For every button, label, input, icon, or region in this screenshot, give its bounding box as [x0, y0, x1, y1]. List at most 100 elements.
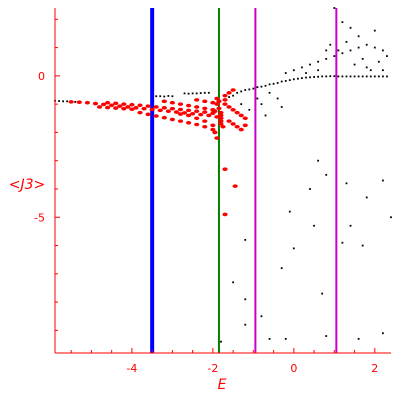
data-point-black: [280, 80, 283, 83]
data-point-black: [260, 315, 263, 318]
y-axis-title: <J3>: [9, 177, 46, 193]
data-point-black: [236, 91, 239, 94]
data-point-red: [100, 102, 107, 107]
data-point-red: [185, 113, 192, 118]
axes: [54, 8, 391, 354]
data-point-red: [125, 105, 131, 109]
data-point-black: [341, 21, 344, 24]
data-point-red: [222, 212, 228, 217]
data-point-red: [218, 119, 224, 123]
data-point-black: [248, 88, 251, 91]
data-point-red: [238, 113, 244, 118]
data-point-red: [214, 136, 220, 140]
data-point-black: [325, 173, 328, 176]
data-point-red: [137, 103, 143, 108]
data-point-red: [113, 101, 119, 106]
data-point-black: [244, 238, 247, 241]
data-point-black: [244, 89, 247, 91]
data-point-red: [212, 130, 218, 135]
data-point-black: [333, 7, 336, 9]
data-point-black: [325, 75, 328, 78]
data-point-black: [377, 60, 380, 63]
data-point-black: [333, 75, 336, 78]
data-point-black: [390, 216, 392, 219]
data-point-red: [157, 108, 163, 113]
data-point-black: [268, 337, 271, 340]
data-point-black: [329, 43, 332, 46]
data-point-black: [369, 75, 372, 78]
data-point-black: [305, 76, 307, 79]
data-point-red: [129, 107, 135, 112]
data-point-red: [153, 114, 159, 118]
data-point-red: [121, 102, 127, 106]
data-point-black: [325, 58, 328, 60]
data-point-black: [341, 75, 344, 78]
data-point-black: [349, 75, 352, 78]
data-point-red: [202, 110, 208, 114]
data-point-black: [232, 281, 235, 284]
data-point-black: [301, 66, 303, 69]
data-point-red: [226, 91, 232, 95]
data-point-red: [185, 121, 192, 125]
data-point-black: [309, 63, 311, 66]
data-point-black: [74, 100, 77, 103]
y-tick-label: 0: [38, 70, 45, 83]
data-point-black: [337, 75, 340, 78]
data-point-black: [191, 92, 194, 95]
data-point-red: [141, 106, 147, 111]
data-point-black: [361, 244, 364, 247]
data-point-black: [373, 46, 376, 49]
data-point-black: [288, 210, 291, 213]
data-point-black: [280, 106, 283, 108]
data-point-black: [248, 108, 251, 111]
data-point-black: [260, 85, 263, 88]
data-point-black: [240, 103, 243, 106]
data-point-red: [218, 122, 224, 126]
data-point-red: [226, 119, 232, 123]
data-point-black: [301, 77, 303, 80]
data-point-red: [161, 99, 167, 104]
data-point-black: [284, 80, 287, 82]
data-point-red: [109, 103, 115, 108]
data-point-red: [185, 103, 192, 108]
data-point-red: [145, 104, 151, 108]
data-point-red: [137, 110, 143, 115]
data-point-black: [272, 82, 275, 85]
data-point-red: [153, 105, 159, 109]
data-point-black: [305, 72, 307, 74]
data-point-red: [202, 119, 208, 123]
data-point-black: [345, 182, 348, 185]
data-point-red: [145, 112, 151, 117]
data-point-red: [202, 106, 208, 111]
data-point-black: [317, 75, 320, 78]
x-tick-label: 2: [371, 362, 378, 375]
data-point-black: [58, 100, 60, 102]
data-point-black: [288, 79, 291, 82]
black-points: [54, 7, 392, 343]
data-point-red: [216, 106, 222, 111]
data-point-red: [222, 98, 228, 102]
data-point-black: [377, 75, 380, 78]
data-point-black: [284, 72, 287, 74]
data-point-black: [357, 46, 360, 49]
data-point-black: [333, 55, 336, 57]
data-point-black: [296, 77, 299, 80]
data-point-black: [309, 188, 311, 190]
data-point-black: [361, 75, 364, 78]
data-point-red: [169, 117, 175, 122]
data-point-black: [159, 95, 162, 98]
data-point-red: [194, 109, 200, 114]
x-tick-label: -2: [207, 362, 218, 375]
data-point-red: [169, 100, 175, 105]
data-point-black: [321, 292, 324, 295]
data-point-black: [187, 92, 190, 95]
data-point-red: [234, 124, 240, 129]
data-point-red: [210, 127, 216, 132]
data-point-black: [373, 75, 376, 78]
data-point-red: [177, 102, 184, 106]
data-point-black: [382, 332, 384, 335]
data-point-black: [317, 60, 320, 63]
data-point-red: [121, 106, 127, 111]
data-point-black: [357, 337, 360, 340]
